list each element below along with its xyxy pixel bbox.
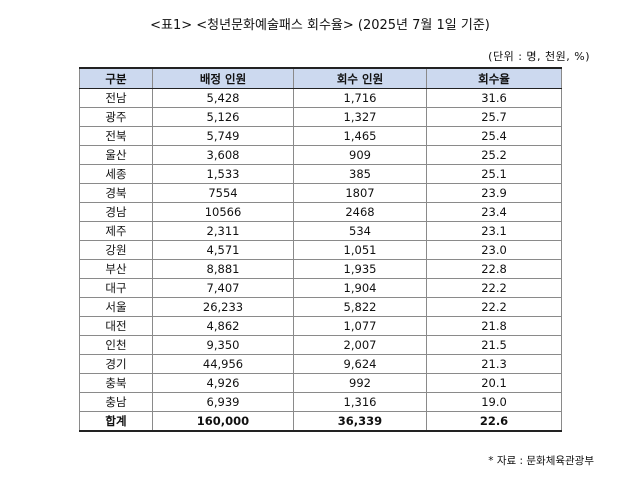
cell-region: 인천 bbox=[79, 335, 153, 355]
table-row: 광주 5,126 1,327 25.7 bbox=[79, 107, 562, 127]
cell-region: 세종 bbox=[79, 164, 153, 184]
cell-region: 서울 bbox=[79, 297, 153, 317]
cell-rate: 19.0 bbox=[426, 392, 562, 412]
page-title: <표1> <청년문화예술패스 회수율> (2025년 7월 1일 기준) bbox=[150, 18, 490, 33]
table-row: 전남 5,428 1,716 31.6 bbox=[79, 88, 562, 108]
cell-recovered: 909 bbox=[293, 145, 427, 165]
cell-allocated: 4,926 bbox=[152, 373, 294, 393]
cell-allocated: 9,350 bbox=[152, 335, 294, 355]
cell-rate: 21.5 bbox=[426, 335, 562, 355]
cell-region: 경기 bbox=[79, 354, 153, 374]
cell-allocated: 44,956 bbox=[152, 354, 294, 374]
cell-rate: 22.2 bbox=[426, 297, 562, 317]
cell-rate: 22.2 bbox=[426, 278, 562, 298]
cell-recovered: 2468 bbox=[293, 202, 427, 222]
cell-recovered: 1,465 bbox=[293, 126, 427, 146]
cell-recovered: 1,904 bbox=[293, 278, 427, 298]
cell-allocated: 4,571 bbox=[152, 240, 294, 260]
cell-recovered: 1807 bbox=[293, 183, 427, 203]
cell-allocated: 7554 bbox=[152, 183, 294, 203]
total-recovered: 36,339 bbox=[293, 411, 427, 432]
cell-allocated: 4,862 bbox=[152, 316, 294, 336]
cell-recovered: 1,935 bbox=[293, 259, 427, 279]
cell-allocated: 3,608 bbox=[152, 145, 294, 165]
cell-recovered: 5,822 bbox=[293, 297, 427, 317]
cell-region: 충남 bbox=[79, 392, 153, 412]
cell-recovered: 9,624 bbox=[293, 354, 427, 374]
cell-region: 충북 bbox=[79, 373, 153, 393]
cell-allocated: 2,311 bbox=[152, 221, 294, 241]
cell-recovered: 992 bbox=[293, 373, 427, 393]
cell-region: 광주 bbox=[79, 107, 153, 127]
table-row: 제주 2,311 534 23.1 bbox=[79, 221, 562, 241]
table-row: 서울 26,233 5,822 22.2 bbox=[79, 297, 562, 317]
cell-recovered: 534 bbox=[293, 221, 427, 241]
cell-recovered: 385 bbox=[293, 164, 427, 184]
cell-rate: 23.0 bbox=[426, 240, 562, 260]
cell-allocated: 10566 bbox=[152, 202, 294, 222]
cell-region: 전북 bbox=[79, 126, 153, 146]
table-row: 경북 7554 1807 23.9 bbox=[79, 183, 562, 203]
source-note: * 자료 : 문화체육관광부 bbox=[488, 455, 594, 467]
table-row: 인천 9,350 2,007 21.5 bbox=[79, 335, 562, 355]
table-row: 충남 6,939 1,316 19.0 bbox=[79, 392, 562, 412]
unit-note: (단위 : 명, 천원, %) bbox=[488, 50, 590, 63]
cell-allocated: 5,428 bbox=[152, 88, 294, 108]
total-rate: 22.6 bbox=[426, 411, 562, 432]
table-header-row: 구분 배정 인원 회수 인원 회수율 bbox=[79, 67, 562, 89]
cell-rate: 21.8 bbox=[426, 316, 562, 336]
cell-recovered: 1,316 bbox=[293, 392, 427, 412]
cell-rate: 25.4 bbox=[426, 126, 562, 146]
header-recovered: 회수 인원 bbox=[293, 67, 427, 89]
cell-region: 강원 bbox=[79, 240, 153, 260]
total-allocated: 160,000 bbox=[152, 411, 294, 432]
table-row: 대구 7,407 1,904 22.2 bbox=[79, 278, 562, 298]
cell-region: 전남 bbox=[79, 88, 153, 108]
cell-allocated: 26,233 bbox=[152, 297, 294, 317]
cell-rate: 31.6 bbox=[426, 88, 562, 108]
cell-region: 제주 bbox=[79, 221, 153, 241]
cell-recovered: 1,051 bbox=[293, 240, 427, 260]
data-table: 구분 배정 인원 회수 인원 회수율 전남 5,428 1,716 31.6 광… bbox=[79, 67, 562, 432]
table-row: 세종 1,533 385 25.1 bbox=[79, 164, 562, 184]
cell-rate: 23.9 bbox=[426, 183, 562, 203]
table-row: 전북 5,749 1,465 25.4 bbox=[79, 126, 562, 146]
cell-allocated: 5,126 bbox=[152, 107, 294, 127]
cell-allocated: 8,881 bbox=[152, 259, 294, 279]
table-row: 충북 4,926 992 20.1 bbox=[79, 373, 562, 393]
cell-rate: 25.1 bbox=[426, 164, 562, 184]
table-row: 울산 3,608 909 25.2 bbox=[79, 145, 562, 165]
cell-region: 울산 bbox=[79, 145, 153, 165]
cell-region: 대구 bbox=[79, 278, 153, 298]
cell-rate: 21.3 bbox=[426, 354, 562, 374]
cell-recovered: 1,327 bbox=[293, 107, 427, 127]
cell-recovered: 1,077 bbox=[293, 316, 427, 336]
cell-region: 경남 bbox=[79, 202, 153, 222]
cell-allocated: 6,939 bbox=[152, 392, 294, 412]
table-row: 경기 44,956 9,624 21.3 bbox=[79, 354, 562, 374]
cell-region: 대전 bbox=[79, 316, 153, 336]
table-row: 부산 8,881 1,935 22.8 bbox=[79, 259, 562, 279]
cell-region: 부산 bbox=[79, 259, 153, 279]
total-row: 합계 160,000 36,339 22.6 bbox=[79, 411, 562, 432]
cell-rate: 23.1 bbox=[426, 221, 562, 241]
cell-rate: 25.2 bbox=[426, 145, 562, 165]
cell-rate: 25.7 bbox=[426, 107, 562, 127]
total-label: 합계 bbox=[79, 411, 153, 432]
cell-allocated: 7,407 bbox=[152, 278, 294, 298]
cell-rate: 20.1 bbox=[426, 373, 562, 393]
cell-rate: 22.8 bbox=[426, 259, 562, 279]
cell-region: 경북 bbox=[79, 183, 153, 203]
table-row: 경남 10566 2468 23.4 bbox=[79, 202, 562, 222]
cell-rate: 23.4 bbox=[426, 202, 562, 222]
cell-allocated: 1,533 bbox=[152, 164, 294, 184]
cell-recovered: 1,716 bbox=[293, 88, 427, 108]
cell-recovered: 2,007 bbox=[293, 335, 427, 355]
table-row: 대전 4,862 1,077 21.8 bbox=[79, 316, 562, 336]
header-region: 구분 bbox=[79, 67, 153, 89]
header-allocated: 배정 인원 bbox=[152, 67, 294, 89]
header-rate: 회수율 bbox=[426, 67, 562, 89]
table-row: 강원 4,571 1,051 23.0 bbox=[79, 240, 562, 260]
cell-allocated: 5,749 bbox=[152, 126, 294, 146]
